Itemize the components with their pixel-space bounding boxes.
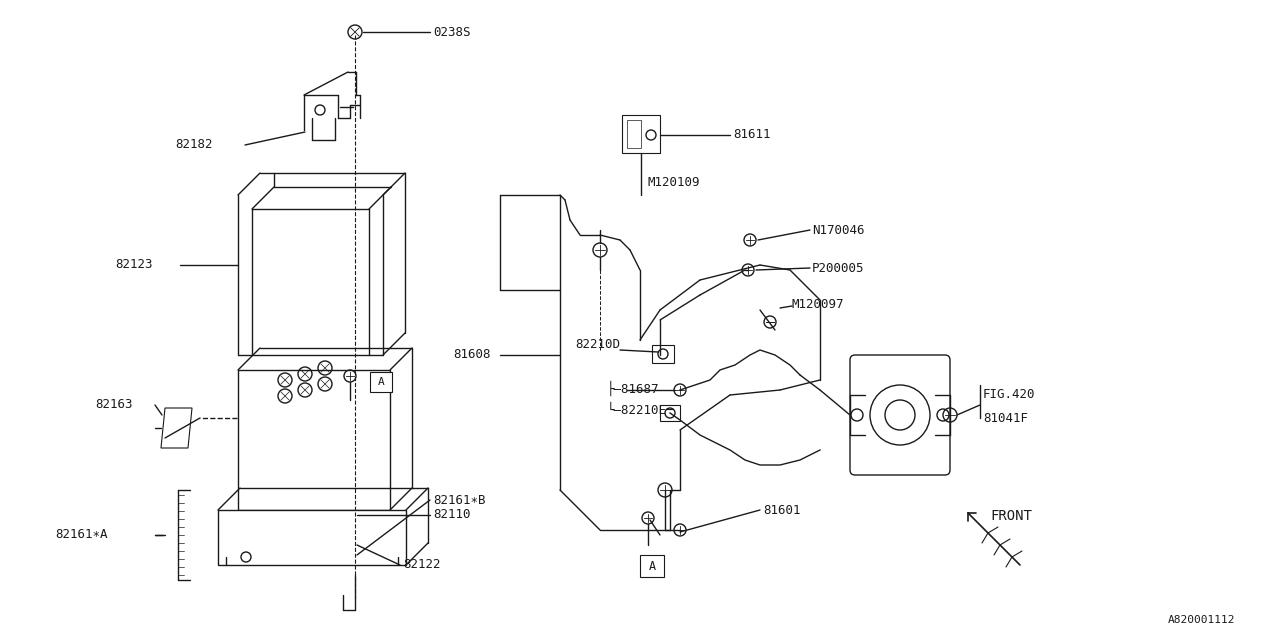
Text: 82163: 82163 [95, 399, 133, 412]
Polygon shape [161, 408, 192, 448]
Bar [622, 115, 660, 153]
Bar [218, 510, 406, 565]
Bar [370, 372, 392, 392]
Bar [652, 345, 675, 363]
Text: 81041F: 81041F [983, 412, 1028, 424]
Bar [627, 120, 641, 148]
FancyBboxPatch shape [850, 355, 950, 475]
Text: A: A [378, 377, 384, 387]
Text: P200005: P200005 [812, 262, 864, 275]
Text: 82210D: 82210D [575, 339, 620, 351]
Text: M120109: M120109 [648, 177, 700, 189]
Text: A820001112: A820001112 [1167, 615, 1235, 625]
Text: FRONT: FRONT [989, 509, 1032, 523]
Text: └—82210E─: └—82210E─ [607, 403, 675, 417]
Text: 82182: 82182 [175, 138, 212, 152]
Text: N170046: N170046 [812, 223, 864, 237]
Text: FIG.420: FIG.420 [983, 388, 1036, 401]
Text: 82123: 82123 [115, 259, 152, 271]
Bar [640, 555, 664, 577]
Bar [660, 405, 680, 421]
Text: 81601: 81601 [763, 504, 800, 516]
Text: 82122: 82122 [403, 559, 440, 572]
Text: 0238S: 0238S [433, 26, 471, 38]
Text: 82161∗B: 82161∗B [433, 493, 485, 506]
Bar [238, 370, 390, 510]
Text: 81608: 81608 [453, 349, 490, 362]
Text: ├—81687: ├—81687 [607, 380, 659, 396]
Text: 82110: 82110 [433, 509, 471, 522]
Text: 82161∗A: 82161∗A [55, 529, 108, 541]
Text: 81611: 81611 [733, 129, 771, 141]
Text: A: A [649, 559, 655, 573]
Text: M120097: M120097 [792, 298, 845, 312]
